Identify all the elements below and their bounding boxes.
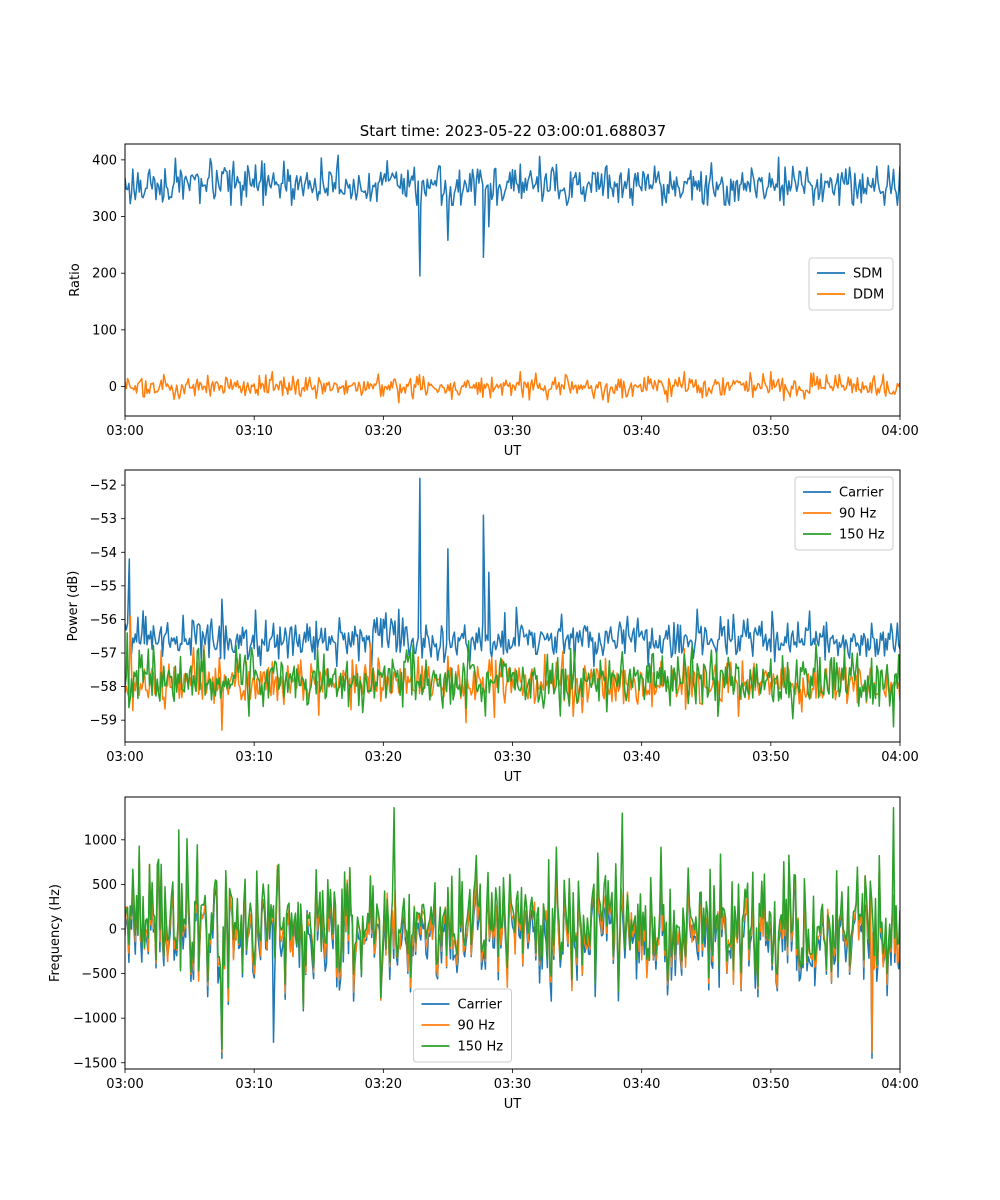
series-line-150-hz [125,632,900,728]
legend-entry: 150 Hz [839,528,885,543]
y-tick-label: −1500 [73,1056,117,1071]
y-tick-label: −500 [81,967,117,982]
y-tick-label: 500 [92,878,117,893]
x-axis-label: UT [504,1097,522,1112]
y-tick-label: 300 [92,210,117,225]
x-tick-label: 03:50 [752,750,789,765]
x-tick-label: 03:50 [752,424,789,439]
legend-entry: SDM [853,267,882,282]
x-tick-label: 03:40 [623,424,660,439]
y-tick-label: 100 [92,323,117,338]
x-tick-label: 04:00 [881,424,918,439]
y-tick-label: −52 [90,479,117,494]
y-tick-label: −56 [90,613,117,628]
subplot-power: 03:00 03:10 03:20 03:30 03:40 03:50 04:00 −59 −5… [66,469,919,785]
y-tick-label: −55 [90,579,117,594]
x-axis-label: UT [504,444,522,459]
legend: SDM DDM [808,257,894,311]
legend: Carrier 90 Hz 150 Hz [413,988,512,1063]
series-line-150-hz [125,806,900,1051]
x-tick-label: 03:20 [365,424,402,439]
x-tick-label: 03:00 [106,750,143,765]
y-tick-label: −1000 [73,1012,117,1027]
x-tick-label: 03:10 [235,1077,272,1092]
x-tick-label: 03:00 [106,1077,143,1092]
legend-entry: DDM [853,288,884,303]
x-tick-label: 03:30 [494,750,531,765]
x-tick-label: 03:00 [106,424,143,439]
y-tick-label: 400 [92,153,117,168]
x-tick-label: 03:10 [235,750,272,765]
axes-frame [124,469,901,743]
x-tick-label: 04:00 [881,750,918,765]
series-line-sdm [125,154,900,277]
x-tick-label: 03:10 [235,424,272,439]
legend-entry: 90 Hz [458,1019,495,1034]
x-axis-label: UT [504,770,522,785]
series-line-ddm [125,371,900,404]
y-tick-label: 0 [109,922,117,937]
legend-entry: 150 Hz [458,1040,504,1055]
y-tick-label: −58 [90,680,117,695]
x-tick-label: 03:40 [623,750,660,765]
x-tick-label: 03:50 [752,1077,789,1092]
legend-entry: Carrier [458,998,503,1013]
legend: Carrier 90 Hz 150 Hz [794,476,894,551]
x-tick-label: 03:30 [494,424,531,439]
y-tick-label: −57 [90,647,117,662]
subplot-frequency: 03:00 03:10 03:20 03:30 03:40 03:50 04:00 −1500… [48,796,919,1112]
figure-title: Start time: 2023-05-22 03:00:01.688037 [360,122,666,140]
x-tick-label: 03:20 [365,750,402,765]
y-axis-label: Ratio [68,263,83,296]
series-line-carrier [125,477,900,668]
y-tick-label: 1000 [84,833,117,848]
y-tick-label: 0 [109,380,117,395]
subplot-ratio: 03:00 03:10 03:20 03:30 03:40 03:50 04:00 0 100 2… [68,143,919,459]
legend-entry: 90 Hz [839,507,876,522]
y-axis-label: Power (dB) [66,571,81,642]
x-tick-label: 03:40 [623,1077,660,1092]
y-tick-label: −59 [90,714,117,729]
y-axis-label: Frequency (Hz) [48,884,63,982]
y-tick-label: −54 [90,546,117,561]
x-tick-label: 03:30 [494,1077,531,1092]
legend-entry: Carrier [839,486,884,501]
x-tick-label: 04:00 [881,1077,918,1092]
y-tick-label: −53 [90,512,117,527]
y-tick-label: 200 [92,267,117,282]
x-tick-label: 03:20 [365,1077,402,1092]
